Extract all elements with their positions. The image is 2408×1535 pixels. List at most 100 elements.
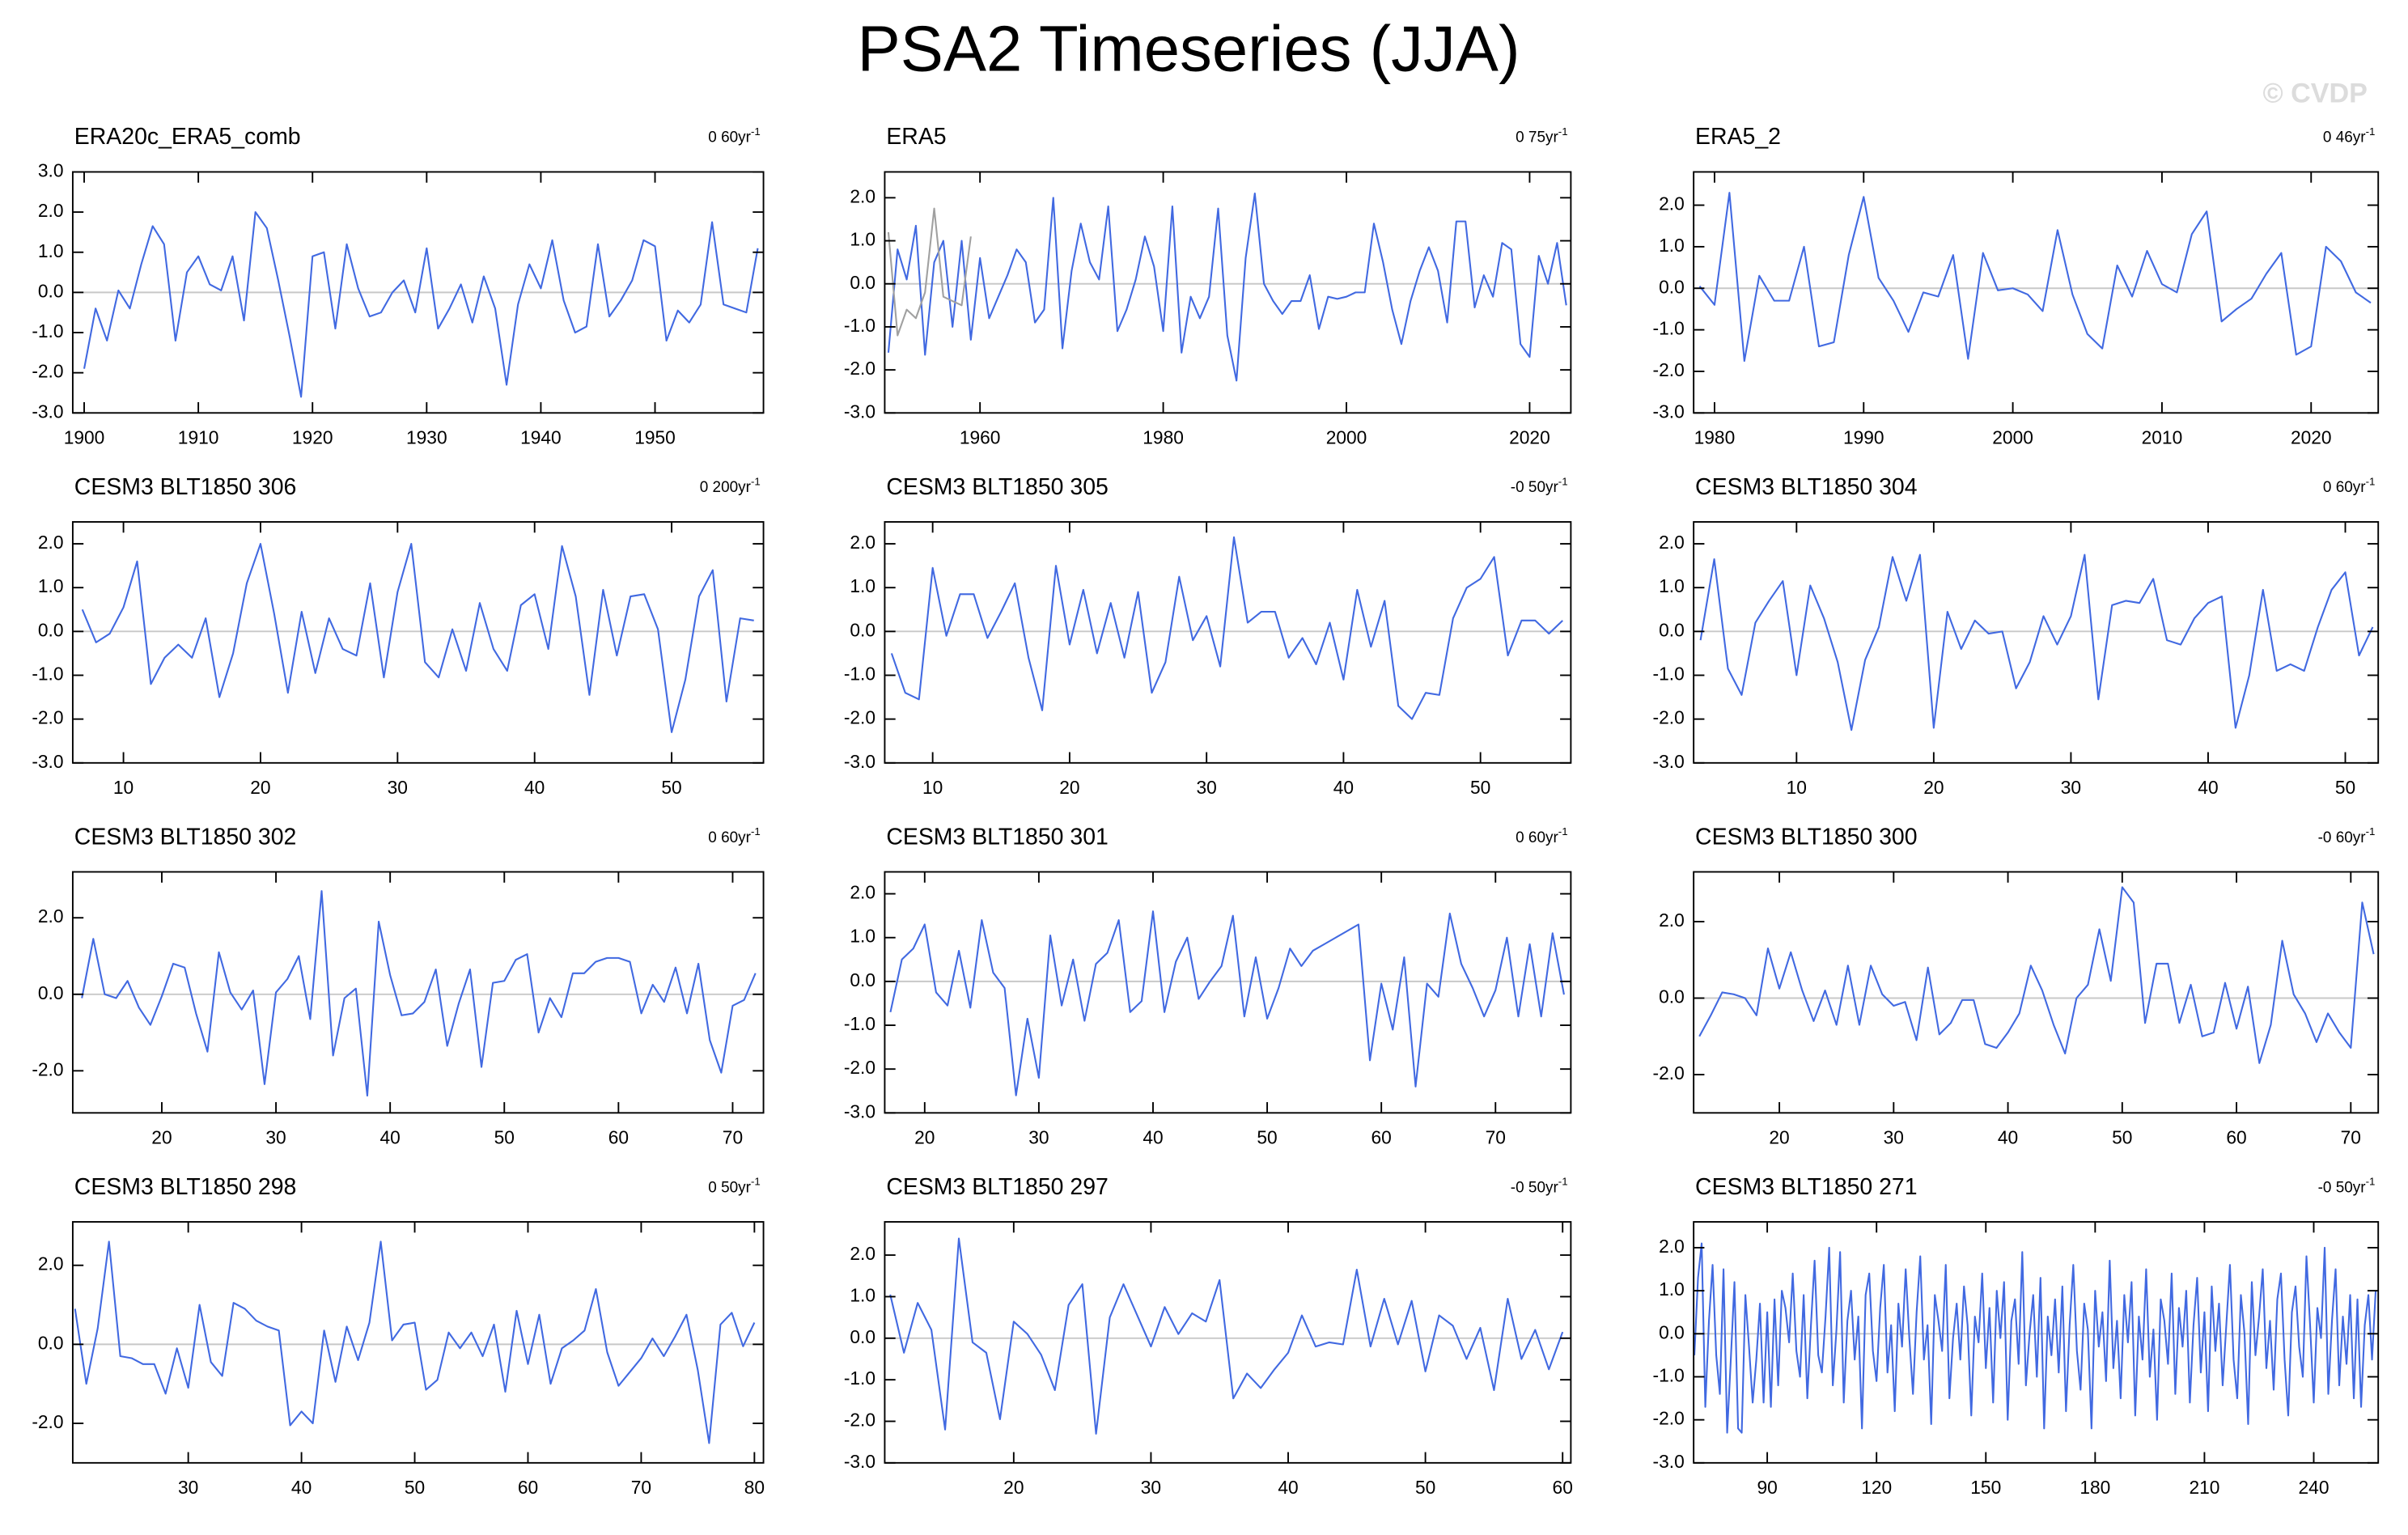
trend-annotation: -0 50yr-1 (2318, 1175, 2376, 1196)
panel: ERA20c_ERA5_comb 0 60yr-1 -3.0 -2.0 -1.0 0.0 1… (32, 124, 765, 448)
x-tick-label: 40 (1143, 1127, 1163, 1148)
trend-label: -0 60yr (2318, 829, 2366, 846)
x-tick-label: 40 (2198, 777, 2218, 798)
plot-frame (71, 171, 765, 414)
y-tick-label: 2.0 (1659, 1236, 1685, 1257)
y-tick-label: -2.0 (32, 1411, 63, 1432)
x-tick-label: 60 (1371, 1127, 1392, 1148)
panel: CESM3 BLT1850 301 0 60yr-1 -3.0 -2.0 -1.0 0.0… (844, 824, 1572, 1148)
y-tick-label: -1.0 (844, 1013, 875, 1034)
y-tick-label: -2.0 (1653, 359, 1685, 380)
data-line (1698, 886, 2375, 1064)
x-tick-label: 70 (1486, 1127, 1506, 1148)
x-tick-label: 20 (914, 1127, 935, 1148)
x-tick-label: 70 (631, 1477, 651, 1498)
y-tick-label: 0.0 (850, 619, 875, 640)
data-line (81, 890, 757, 1097)
x-tick-label: 50 (2335, 777, 2355, 798)
plot-frame (71, 871, 765, 1114)
trend-label: 0 200yr (700, 479, 751, 496)
y-tick-label: -3.0 (844, 401, 875, 422)
panel: CESM3 BLT1850 271 -0 50yr-1 -3.0 -2.0 -1.0 0.… (1653, 1174, 2380, 1498)
x-tick-label: 20 (250, 777, 270, 798)
x-tick-label: 30 (1028, 1127, 1049, 1148)
data-line (74, 1240, 756, 1444)
panel-title: CESM3 BLT1850 300 (1695, 824, 1918, 850)
data-line (1699, 553, 2374, 731)
y-tick-label: 2.0 (1659, 532, 1685, 553)
y-tick-label: 2.0 (1659, 910, 1685, 931)
y-tick-label: -2.0 (1653, 1062, 1685, 1083)
x-tick-label: 60 (608, 1127, 629, 1148)
panel: CESM3 BLT1850 306 0 200yr-1 -3.0 -2.0 -1.0 0.… (32, 474, 765, 798)
trend-exponent: -1 (1558, 125, 1568, 138)
plot-frame (1693, 1221, 2380, 1464)
x-tick-label: 1980 (1694, 427, 1736, 448)
y-tick-label: 1.0 (1659, 575, 1685, 596)
data-line (887, 193, 1567, 382)
trend-exponent: -1 (2366, 825, 2376, 837)
x-tick-label: 180 (2079, 1477, 2110, 1498)
x-tick-label: 30 (2061, 777, 2081, 798)
trend-label: -0 50yr (1511, 1179, 1558, 1196)
y-tick-label: -2.0 (1653, 1408, 1685, 1429)
panel-title: CESM3 BLT1850 304 (1695, 474, 1918, 500)
panel: CESM3 BLT1850 300 -0 60yr-1 -2.0 0.0 2.0 20 30… (1653, 824, 2380, 1148)
y-tick-label: -2.0 (32, 1058, 63, 1079)
x-tick-label: 30 (265, 1127, 286, 1148)
trend-annotation: 0 200yr-1 (700, 475, 761, 496)
data-line (889, 910, 1565, 1096)
panel-title: CESM3 BLT1850 271 (1695, 1174, 1918, 1200)
data-line (81, 543, 754, 733)
panel-title: CESM3 BLT1850 305 (886, 474, 1109, 500)
y-tick-label: -2.0 (844, 1057, 875, 1078)
y-tick-label: -1.0 (844, 664, 875, 685)
trend-exponent: -1 (751, 475, 761, 487)
trend-label: 0 50yr (708, 1179, 751, 1196)
x-tick-label: 240 (2299, 1477, 2330, 1498)
x-tick-label: 30 (388, 777, 408, 798)
trend-label: 0 60yr (708, 129, 751, 146)
y-tick-label: -3.0 (844, 1100, 875, 1122)
x-tick-label: 1930 (406, 427, 447, 448)
x-tick-label: 210 (2189, 1477, 2219, 1498)
y-tick-label: -1.0 (844, 1368, 875, 1389)
x-tick-label: 2000 (1992, 427, 2033, 448)
y-tick-label: -3.0 (844, 751, 875, 772)
y-tick-label: 1.0 (38, 575, 64, 596)
panel: CESM3 BLT1850 304 0 60yr-1 -3.0 -2.0 -1.0 0.0… (1653, 474, 2380, 798)
trend-label: -0 50yr (1511, 479, 1558, 496)
trend-annotation: 0 60yr-1 (2323, 475, 2375, 496)
y-tick-label: -1.0 (32, 320, 63, 341)
y-tick-label: -1.0 (32, 664, 63, 685)
panel-title: ERA5 (886, 124, 946, 150)
panel: CESM3 BLT1850 302 0 60yr-1 -2.0 0.0 2.0 20 30 4… (32, 824, 765, 1148)
trend-exponent: -1 (1558, 475, 1568, 487)
x-tick-label: 60 (518, 1477, 538, 1498)
trend-label: -0 50yr (2318, 1179, 2366, 1196)
y-tick-label: 0.0 (38, 982, 64, 1003)
data-line (890, 536, 1563, 720)
y-tick-label: -3.0 (32, 751, 63, 772)
y-tick-label: -3.0 (1653, 751, 1685, 772)
y-tick-label: 3.0 (38, 159, 64, 180)
plot-frame (1693, 521, 2380, 764)
panel-title: CESM3 BLT1850 298 (74, 1174, 297, 1200)
y-tick-label: 2.0 (850, 185, 875, 206)
x-tick-label: 10 (922, 777, 943, 798)
trend-annotation: 0 50yr-1 (708, 1175, 760, 1196)
y-tick-label: 0.0 (850, 272, 875, 293)
x-tick-label: 10 (1787, 777, 1807, 798)
panel: ERA5 0 75yr-1 -3.0 -2.0 -1.0 0.0 1.0 2.0 1960 198… (844, 124, 1572, 448)
x-tick-label: 1990 (1843, 427, 1884, 448)
y-tick-label: -3.0 (844, 1451, 875, 1472)
x-tick-label: 50 (1415, 1477, 1435, 1498)
y-tick-label: 2.0 (38, 1253, 64, 1274)
panel: CESM3 BLT1850 305 -0 50yr-1 -3.0 -2.0 -1.0 0.… (844, 474, 1572, 798)
trend-annotation: 0 75yr-1 (1516, 125, 1567, 146)
panel-title: ERA20c_ERA5_comb (74, 124, 301, 150)
y-tick-label: 0.0 (1659, 619, 1685, 640)
plot-frame (884, 1221, 1572, 1464)
y-tick-label: -1.0 (1653, 318, 1685, 339)
